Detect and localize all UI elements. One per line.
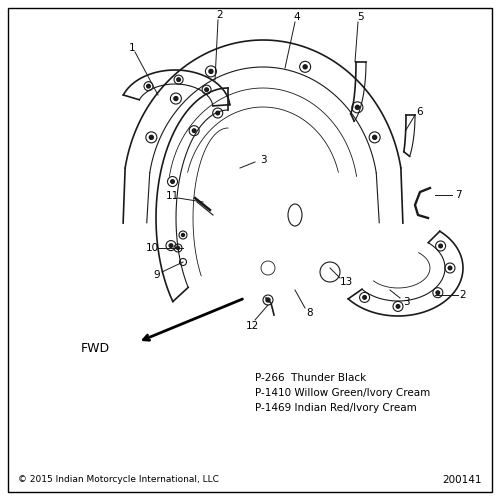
Circle shape [356, 106, 360, 110]
Circle shape [176, 246, 180, 250]
Circle shape [439, 244, 442, 248]
Circle shape [146, 84, 150, 88]
Circle shape [192, 129, 196, 132]
Text: P-1469 Indian Red/Ivory Cream: P-1469 Indian Red/Ivory Cream [255, 403, 417, 413]
Text: 12: 12 [246, 321, 258, 331]
Text: 2: 2 [460, 290, 466, 300]
Text: 2: 2 [216, 10, 224, 20]
Text: P-266  Thunder Black: P-266 Thunder Black [255, 373, 366, 383]
Text: 6: 6 [416, 107, 424, 117]
Circle shape [182, 234, 184, 236]
Circle shape [363, 296, 366, 299]
Text: FWD: FWD [81, 342, 110, 354]
Circle shape [177, 78, 180, 82]
Text: 7: 7 [454, 190, 462, 200]
Text: 8: 8 [306, 308, 314, 318]
Circle shape [448, 266, 452, 270]
Text: P-1410 Willow Green/Ivory Cream: P-1410 Willow Green/Ivory Cream [255, 388, 430, 398]
Circle shape [303, 65, 307, 69]
Circle shape [266, 298, 270, 302]
Circle shape [150, 136, 154, 140]
Circle shape [174, 96, 178, 100]
Text: 9: 9 [154, 270, 160, 280]
Text: 4: 4 [294, 12, 300, 22]
Text: 1: 1 [128, 43, 136, 53]
Circle shape [169, 244, 173, 248]
Text: © 2015 Indian Motorcycle International, LLC: © 2015 Indian Motorcycle International, … [18, 476, 219, 484]
Circle shape [209, 70, 213, 73]
Circle shape [372, 136, 376, 140]
Circle shape [205, 88, 208, 92]
Circle shape [170, 180, 174, 184]
Circle shape [436, 291, 440, 294]
Text: 3: 3 [402, 297, 409, 307]
Text: 200141: 200141 [442, 475, 482, 485]
Text: 11: 11 [166, 191, 178, 201]
Circle shape [396, 304, 400, 308]
Text: 3: 3 [260, 155, 266, 165]
Text: 5: 5 [356, 12, 364, 22]
Text: 10: 10 [146, 243, 158, 253]
Circle shape [216, 111, 220, 115]
Text: 13: 13 [340, 277, 352, 287]
